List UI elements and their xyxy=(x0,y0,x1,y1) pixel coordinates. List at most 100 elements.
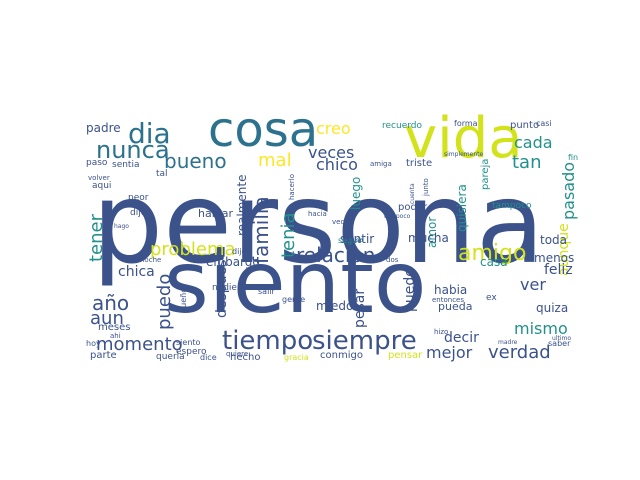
word-80: gracia xyxy=(284,353,309,362)
word-73: nadie xyxy=(212,283,237,293)
word-43: sentir xyxy=(340,232,374,246)
word-87: incluso xyxy=(342,237,363,244)
word-102: cuenta xyxy=(409,183,416,204)
word-48: toda xyxy=(540,233,567,247)
word-12: problema xyxy=(150,239,236,260)
word-50: miedo xyxy=(316,299,353,313)
word-82: noche xyxy=(140,256,161,264)
word-19: verdad xyxy=(488,342,551,363)
word-32: aunque xyxy=(556,223,572,276)
word-17: puedo xyxy=(154,274,175,330)
word-24: chico xyxy=(316,155,358,174)
word-22: creo xyxy=(316,119,351,138)
word-85: hacia xyxy=(308,210,327,218)
word-15: año xyxy=(92,291,129,315)
word-79: dice xyxy=(200,353,217,362)
word-68: paso xyxy=(86,158,108,168)
word-61: punto xyxy=(510,120,539,131)
word-97: quiere xyxy=(226,350,248,358)
word-60: forma xyxy=(454,119,478,128)
word-78: espero xyxy=(176,347,207,357)
word-72: seguir xyxy=(338,236,363,245)
word-62: triste xyxy=(406,158,432,169)
word-104: hacerlo xyxy=(288,174,296,200)
word-47: casa xyxy=(480,255,508,269)
word-83: volver xyxy=(88,174,110,182)
word-52: hecho xyxy=(230,352,260,363)
word-65: pareja xyxy=(480,159,491,190)
word-14: tenia xyxy=(278,212,299,258)
word-99: simplemente xyxy=(444,151,483,158)
word-69: peor xyxy=(128,193,149,203)
word-59: recuerdo xyxy=(382,121,422,131)
word-37: pesar xyxy=(352,289,368,328)
word-55: hoy xyxy=(86,339,101,348)
word-96: hago xyxy=(114,223,129,230)
word-74: salir xyxy=(258,287,276,296)
word-26: tan xyxy=(512,152,542,173)
word-23: mal xyxy=(258,150,292,171)
word-77: queria xyxy=(156,352,185,362)
word-63: poder xyxy=(398,202,428,213)
word-46: menos xyxy=(534,251,574,265)
word-84: amiga xyxy=(370,160,392,168)
word-67: sentia xyxy=(112,160,139,170)
word-98: tampoco xyxy=(384,213,411,220)
word-56: hablar xyxy=(198,207,233,220)
word-29: chica xyxy=(118,264,155,280)
word-81: dije xyxy=(232,247,247,256)
word-8: bueno xyxy=(164,149,227,173)
word-91: casi xyxy=(536,119,552,128)
word-28: ver xyxy=(520,275,546,294)
word-101: dos xyxy=(386,256,399,264)
word-1: siento xyxy=(164,233,426,333)
word-3: vida xyxy=(404,106,523,171)
word-95: ahi xyxy=(110,332,121,340)
word-36: puede xyxy=(402,268,418,312)
word-49: quiza xyxy=(536,301,568,315)
word-5: siempre xyxy=(312,326,417,356)
word-42: embargo xyxy=(206,255,260,269)
word-39: quisiera xyxy=(455,184,469,232)
word-64: tampoco xyxy=(492,201,532,211)
word-30: despues xyxy=(214,260,230,318)
word-33: feliz xyxy=(544,262,573,278)
word-57: pensar xyxy=(388,350,423,361)
word-34: mejor xyxy=(426,343,473,362)
word-9: relacion xyxy=(296,243,375,267)
word-31: padre xyxy=(86,121,121,135)
word-92: saber xyxy=(548,339,571,348)
word-93: sueño xyxy=(179,288,188,312)
word-45: habia xyxy=(434,283,467,297)
word-70: dijo xyxy=(130,208,147,218)
word-75: gente xyxy=(282,295,305,304)
word-89: hizo xyxy=(434,328,448,336)
word-51: conmigo xyxy=(320,350,363,361)
word-6: dia xyxy=(128,117,171,150)
word-54: meses xyxy=(98,322,130,333)
word-88: entonces xyxy=(432,296,464,304)
word-90: fin xyxy=(568,153,578,162)
word-18: momento xyxy=(96,334,183,355)
word-13: tener xyxy=(86,213,107,262)
word-100: madre xyxy=(498,339,518,346)
word-7: nunca xyxy=(96,136,170,164)
word-105: ultimo xyxy=(552,335,571,342)
word-58: pueda xyxy=(438,300,472,313)
word-44: mucha xyxy=(408,231,449,245)
word-71: tal xyxy=(156,169,168,179)
word-11: familia xyxy=(249,196,273,264)
word-21: veces xyxy=(308,143,354,162)
word-41: realmente xyxy=(235,174,249,236)
word-76: siento xyxy=(176,338,201,347)
word-94: ex xyxy=(486,293,497,303)
word-53: parte xyxy=(90,350,117,361)
word-66: aqui xyxy=(92,181,111,191)
word-86: veo xyxy=(332,218,345,226)
word-2: cosa xyxy=(208,102,318,158)
word-38: amor xyxy=(425,217,439,248)
word-25: cada xyxy=(514,133,553,152)
word-40: luego xyxy=(349,177,363,210)
word-0: persona xyxy=(92,159,545,289)
